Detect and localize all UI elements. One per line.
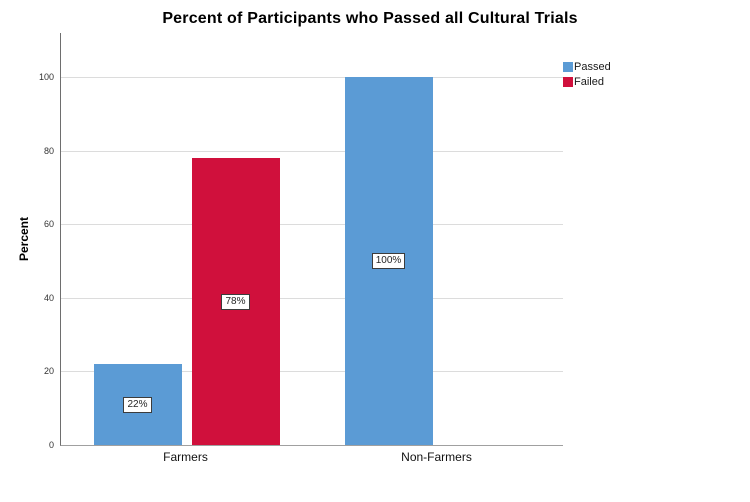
bar-failed-farmers: 78% [191,158,280,445]
x-axis-category-label: Farmers [163,450,208,464]
chart-title: Percent of Participants who Passed all C… [162,10,578,27]
bar-passed-farmers: 22% [93,364,182,445]
x-axis-category-label: Non-Farmers [401,450,472,464]
bar-passed-non-farmers: 100% [344,77,433,445]
gridline [61,150,563,152]
y-tick-label: 100 [38,72,54,83]
legend-swatch-passed-icon [563,61,573,72]
gridline [61,371,563,373]
legend-label: Passed [574,60,611,73]
y-tick-label: 20 [43,366,54,377]
legend-swatch-failed-icon [563,76,573,87]
bar-value-label: 22% [123,396,152,413]
legend-item-failed: Failed [563,74,611,89]
y-tick-label: 80 [43,145,54,156]
gridline [61,77,563,79]
y-tick-label: 60 [43,219,54,230]
legend-item-passed: Passed [563,59,611,74]
plot-area: 22% 78% 100% [60,33,563,446]
legend: Passed Failed [563,59,611,89]
gridline [61,224,563,226]
bar-value-label: 78% [221,293,250,310]
legend-label: Failed [574,75,604,88]
y-tick-label: 0 [48,440,54,450]
y-tick-label: 40 [43,292,54,303]
bar-value-label: 100% [371,253,406,270]
gridline [61,297,563,299]
